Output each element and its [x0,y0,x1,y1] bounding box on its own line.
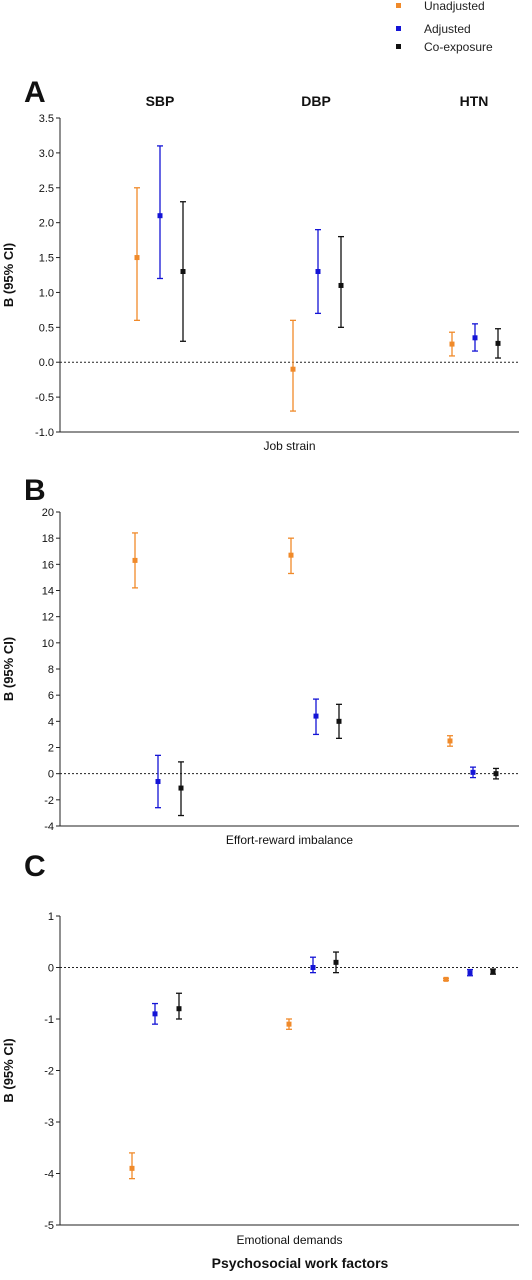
data-point [310,965,316,970]
data-point [132,557,138,563]
series-co-exposure [180,201,501,359]
y-tick-label: -1 [44,1014,54,1026]
y-tick-label: 2.5 [39,183,54,195]
data-point [467,970,473,976]
y-tick-label: -4 [44,1169,54,1181]
series-co-exposure [176,951,496,1020]
y-tick-label: 14 [42,586,54,598]
data-point [180,269,186,275]
x-axis-title: Job strain [263,439,315,453]
series-adjusted [152,956,473,1025]
y-tick-label: -2 [44,795,54,807]
data-point [176,1006,182,1012]
chart-panels: A SBP DBP HTN -1.0 -0.5 0.0 0.5 1.0 1.5 2.0 2.5 3.0 3… [1,76,519,1247]
legend-label-unadjusted: Unadjusted [424,0,485,13]
data-point [290,366,296,372]
y-tick-label: 1.0 [39,287,54,299]
data-point [286,1021,292,1027]
data-point [447,738,453,744]
y-tick-label: -5 [44,1220,54,1232]
y-tick-label: -0.5 [35,392,54,404]
y-tick-label: 6 [48,690,54,702]
data-point [134,255,140,261]
data-point [313,713,319,719]
y-tick-label: 0 [48,769,54,781]
y-tick-label: 3.5 [39,113,54,125]
data-point [129,1165,135,1171]
y-tick-label: 3.0 [39,148,54,160]
data-point [336,718,342,724]
y-tick-label: -3 [44,1117,54,1129]
column-label-dbp: DBP [301,93,331,109]
y-tick-label: 8 [48,664,54,676]
data-point [472,335,478,341]
series-adjusted [155,698,476,809]
y-tick-label: 1 [48,911,54,923]
data-point [178,785,184,791]
y-tick-label: 10 [42,638,54,650]
panel-b: B -4 -2 0 2 4 6 8 10 12 14 16 18 20 B (95% CI) Effort-r… [1,474,519,847]
x-axis-title: Emotional demands [236,1233,342,1247]
panel-a: A SBP DBP HTN -1.0 -0.5 0.0 0.5 1.0 1.5 2.0 2.5 3.0 3… [1,76,519,453]
y-tick-label: 1.5 [39,253,54,265]
legend-marker-adjusted [396,26,401,31]
data-point [493,771,499,777]
y-axis-title: B (95% CI) [1,243,16,307]
column-label-sbp: SBP [146,93,175,109]
data-point [315,269,321,275]
data-point [288,552,294,558]
y-tick-label: 18 [42,533,54,545]
series-co-exposure [178,703,499,817]
data-point [495,340,501,346]
y-tick-label: -1.0 [35,427,54,439]
series-unadjusted [129,976,449,1180]
y-tick-label: 12 [42,612,54,624]
y-axis-title: B (95% CI) [1,1038,16,1102]
y-tick-label: 16 [42,559,54,571]
y-tick-label: 2.0 [39,218,54,230]
data-point [490,969,496,975]
legend: Unadjusted Adjusted Co-exposure [396,0,493,54]
y-tick-label: 2 [48,743,54,755]
data-point [157,213,163,219]
legend-marker-unadjusted [396,3,401,8]
data-point [155,779,161,785]
data-point [449,341,455,347]
y-tick-label: -4 [44,821,54,833]
y-tick-label: -2 [44,1066,54,1078]
y-tick-label: 0 [48,963,54,975]
y-tick-label: 0.5 [39,322,54,334]
panel-letter: B [24,474,46,507]
panel-letter: A [24,76,46,109]
column-label-htn: HTN [460,93,489,109]
panel-c: C -5 -4 -3 -2 -1 0 1 B (95% CI) Emotional demands [1,850,519,1247]
data-point [333,959,339,965]
figure-x-axis-title: Psychosocial work factors [212,1255,389,1271]
data-point [152,1011,158,1017]
series-adjusted [157,145,478,352]
data-point [443,976,449,982]
legend-label-adjusted: Adjusted [424,22,471,36]
data-point [338,282,344,288]
x-axis-title: Effort-reward imbalance [226,833,353,847]
panel-letter: C [24,850,46,883]
series-unadjusted [132,532,453,747]
legend-label-co-exposure: Co-exposure [424,40,493,54]
legend-marker-co-exposure [396,44,401,49]
data-point [470,769,476,775]
series-unadjusted [134,187,455,412]
y-tick-label: 20 [42,507,54,519]
y-tick-label: 4 [48,716,54,728]
y-tick-label: 0.0 [39,357,54,369]
y-axis-title: B (95% CI) [1,637,16,701]
